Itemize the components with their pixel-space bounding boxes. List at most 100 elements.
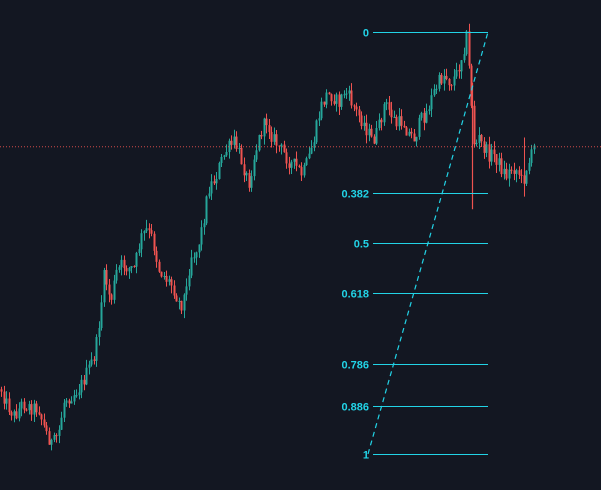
candle-body <box>88 364 91 368</box>
candle-body <box>525 170 528 184</box>
candle-body <box>213 181 216 184</box>
candle-body <box>475 142 478 145</box>
candle-body <box>323 101 326 105</box>
candle-body <box>50 439 53 445</box>
candle-body <box>400 116 403 126</box>
candle-body <box>510 169 513 171</box>
candle-body <box>283 144 286 153</box>
candle-body <box>388 102 391 110</box>
candle-body <box>173 285 176 296</box>
candle-body <box>490 149 493 162</box>
candle-body <box>508 169 511 179</box>
candle-body <box>350 90 353 106</box>
candle-body <box>265 118 268 126</box>
fib-level-label: 0.786 <box>341 360 369 372</box>
candle-body <box>68 400 71 404</box>
candle-body <box>413 133 416 142</box>
candle-body <box>168 279 171 282</box>
candle-body <box>55 435 58 437</box>
candle-body <box>493 149 496 155</box>
candle-body <box>218 162 221 179</box>
candle-body <box>298 165 301 168</box>
candle-body <box>148 228 151 231</box>
candle-body <box>105 269 108 285</box>
candle-body <box>450 85 453 87</box>
candle-body <box>305 158 308 166</box>
candle-body <box>158 261 161 272</box>
candle-body <box>200 227 203 245</box>
candle-body <box>133 266 136 268</box>
candle-body <box>160 271 163 277</box>
candle-body <box>28 404 31 411</box>
candle-body <box>520 174 523 176</box>
candle-body <box>73 395 76 402</box>
candle-body <box>40 414 43 420</box>
candle-body <box>185 286 188 295</box>
candle-body <box>13 411 16 416</box>
candle-body <box>75 395 78 397</box>
candle-body <box>398 116 401 127</box>
candle-body <box>18 408 21 419</box>
candle-body <box>8 398 11 413</box>
candle-body <box>188 275 191 287</box>
candle-body <box>308 153 311 159</box>
candle-body <box>165 275 168 282</box>
candle-body <box>63 402 66 418</box>
candle-body <box>295 158 298 166</box>
candle-body <box>498 158 501 165</box>
candle-body <box>438 74 441 89</box>
candle-body <box>190 257 193 276</box>
candle-body <box>503 168 506 175</box>
candle-body <box>103 269 106 303</box>
candle-body <box>93 359 96 361</box>
candle-body <box>300 167 303 176</box>
candle-body <box>60 417 63 430</box>
candle-body <box>58 429 61 436</box>
candle-body <box>25 409 28 411</box>
fib-level-label: 0.382 <box>341 189 369 201</box>
candle-body <box>95 337 98 361</box>
candle-body <box>38 412 41 415</box>
candle-body <box>530 149 533 163</box>
candle-body <box>90 359 93 365</box>
candle-body <box>343 94 346 96</box>
candle-body <box>310 147 313 154</box>
candle-body <box>268 125 271 132</box>
fib-trend-line[interactable] <box>367 31 489 455</box>
candle-body <box>435 88 438 90</box>
candle-body <box>418 117 421 137</box>
candle-body <box>248 172 251 188</box>
candle-body <box>118 267 121 270</box>
candle-body <box>445 75 448 79</box>
candle-body <box>318 118 321 121</box>
candle-body <box>155 250 158 262</box>
candle-body <box>253 159 256 177</box>
candle-body <box>335 94 338 104</box>
fib-level-label: 0.5 <box>354 239 369 251</box>
candle-body <box>478 134 481 143</box>
candle-body <box>410 131 413 134</box>
candle-body <box>170 279 173 286</box>
candle-body <box>235 136 238 150</box>
candle-body <box>225 152 228 156</box>
candle-body <box>513 170 516 174</box>
candle-body <box>220 156 223 163</box>
candle-body <box>363 122 366 127</box>
candle-body <box>233 136 236 145</box>
candle-body <box>83 379 86 385</box>
candle-body <box>20 401 23 409</box>
candle-body <box>333 101 336 104</box>
candle-body <box>480 134 483 142</box>
candle-body <box>330 94 333 102</box>
candle-body <box>505 168 508 179</box>
candle-body <box>210 181 213 194</box>
candle-body <box>443 75 446 84</box>
candle-body <box>0 389 3 392</box>
candle-body <box>285 152 288 164</box>
candle-body <box>198 244 201 253</box>
candle-body <box>358 109 361 116</box>
candle-body <box>130 266 133 269</box>
candle-body <box>375 128 378 144</box>
